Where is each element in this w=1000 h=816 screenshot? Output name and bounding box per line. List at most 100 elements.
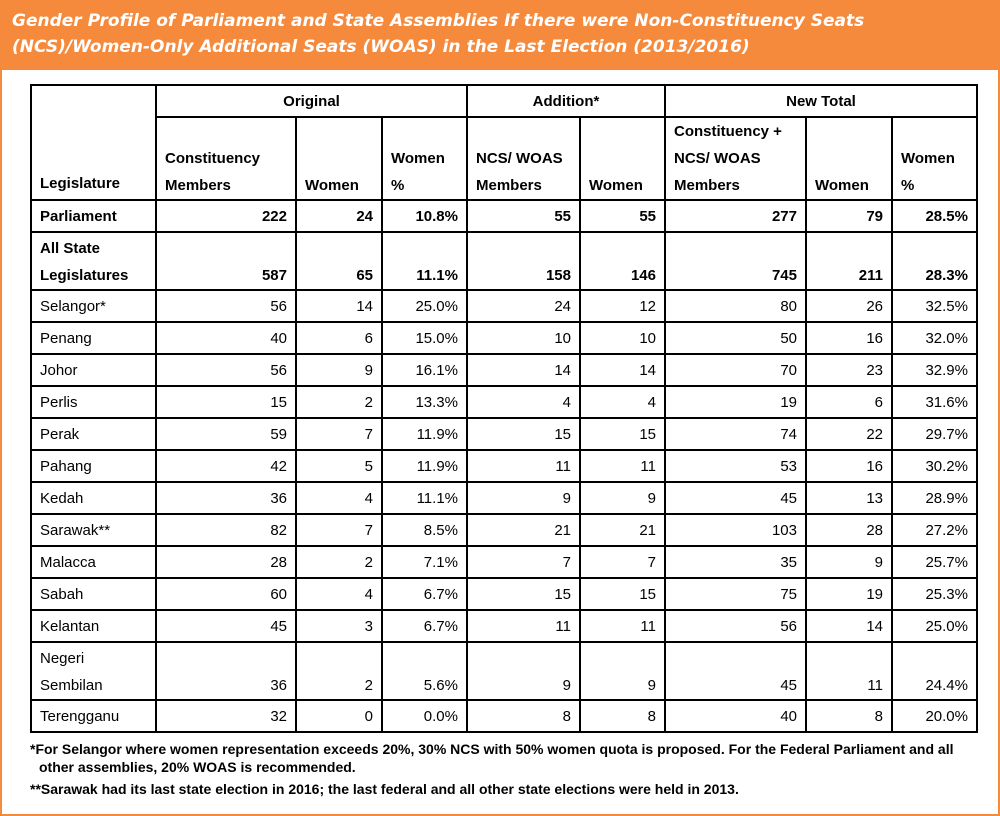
table-cell: 35 xyxy=(664,545,807,579)
table-cell: 82 xyxy=(155,513,297,547)
table-cell: 4 xyxy=(466,385,581,419)
table-cell: 28 xyxy=(155,545,297,579)
table-cell: 24.4% xyxy=(891,641,978,701)
table-cell: 11.1% xyxy=(381,481,468,515)
header-new-women: Women xyxy=(805,116,893,201)
table-row: Penang 40 6 15.0% 10 10 50 16 32.0% xyxy=(30,321,978,355)
table-cell: 19 xyxy=(664,385,807,419)
table-cell: 22 xyxy=(805,417,893,451)
table-cell: 11 xyxy=(466,449,581,483)
table-row: Kedah 36 4 11.1% 9 9 45 13 28.9% xyxy=(30,481,978,515)
table-cell: 8 xyxy=(579,699,666,733)
table-cell: 11.1% xyxy=(381,231,468,291)
table-row: Selangor* 56 14 25.0% 24 12 80 26 32.5% xyxy=(30,289,978,323)
table-cell: 42 xyxy=(155,449,297,483)
row-label: Sarawak** xyxy=(30,513,157,547)
table-cell: 32.5% xyxy=(891,289,978,323)
table-row: Negeri Sembilan 36 2 5.6% 9 9 45 11 24.4% xyxy=(30,641,978,701)
header-new-members: Constituency + NCS/ WOAS Members xyxy=(664,116,807,201)
table-cell: 0.0% xyxy=(381,699,468,733)
table-cell: 16.1% xyxy=(381,353,468,387)
table-cell: 14 xyxy=(805,609,893,643)
table-cell: 24 xyxy=(295,199,383,233)
row-label: Perlis xyxy=(30,385,157,419)
table-row: Perak 59 7 11.9% 15 15 74 22 29.7% xyxy=(30,417,978,451)
table-cell: 9 xyxy=(805,545,893,579)
table-cell: 6.7% xyxy=(381,609,468,643)
table-cell: 23 xyxy=(805,353,893,387)
table-cell: 16 xyxy=(805,449,893,483)
header-orig-members: Constituency Members xyxy=(155,116,297,201)
table-cell: 11 xyxy=(466,609,581,643)
table-cell: 9 xyxy=(466,481,581,515)
row-label: Pahang xyxy=(30,449,157,483)
table-cell: 14 xyxy=(579,353,666,387)
table-cell: 11.9% xyxy=(381,417,468,451)
row-label: Perak xyxy=(30,417,157,451)
header-add-members: NCS/ WOAS Members xyxy=(466,116,581,201)
table-cell: 0 xyxy=(295,699,383,733)
table-cell: 59 xyxy=(155,417,297,451)
table-cell: 158 xyxy=(466,231,581,291)
header-sub-row: Constituency Members Women Women % NCS/ … xyxy=(31,116,978,201)
table-cell: 103 xyxy=(664,513,807,547)
row-label: Malacca xyxy=(30,545,157,579)
table-cell: 20.0% xyxy=(891,699,978,733)
table-cell: 28 xyxy=(805,513,893,547)
table-cell: 15 xyxy=(579,577,666,611)
footnote-1: *For Selangor where women representation… xyxy=(30,741,954,775)
table-cell: 15 xyxy=(466,577,581,611)
table-cell: 21 xyxy=(466,513,581,547)
table-row: Terengganu 32 0 0.0% 8 8 40 8 20.0% xyxy=(30,699,978,733)
table-cell: 277 xyxy=(664,199,807,233)
table-cell: 2 xyxy=(295,545,383,579)
table-cell: 36 xyxy=(155,481,297,515)
table-cell: 28.3% xyxy=(891,231,978,291)
table-cell: 745 xyxy=(664,231,807,291)
table-cell: 13.3% xyxy=(381,385,468,419)
table-cell: 55 xyxy=(466,199,581,233)
row-label: Terengganu xyxy=(30,699,157,733)
table-cell: 222 xyxy=(155,199,297,233)
table-cell: 40 xyxy=(664,699,807,733)
header-legislature: Legislature xyxy=(30,84,157,201)
table-cell: 15 xyxy=(155,385,297,419)
header-add-women: Women xyxy=(579,116,666,201)
table-row: Perlis 15 2 13.3% 4 4 19 6 31.6% xyxy=(30,385,978,419)
table-cell: 28.5% xyxy=(891,199,978,233)
table-cell: 27.2% xyxy=(891,513,978,547)
table-cell: 53 xyxy=(664,449,807,483)
table-cell: 15.0% xyxy=(381,321,468,355)
table-cell: 9 xyxy=(579,641,666,701)
footnotes: *For Selangor where women representation… xyxy=(30,740,980,802)
table-cell: 11 xyxy=(579,609,666,643)
row-label: Johor xyxy=(30,353,157,387)
table-row: Parliament 222 24 10.8% 55 55 277 79 28.5% xyxy=(30,199,978,233)
table-cell: 40 xyxy=(155,321,297,355)
table-cell: 10 xyxy=(579,321,666,355)
table-cell: 2 xyxy=(295,641,383,701)
table-cell: 13 xyxy=(805,481,893,515)
table-cell: 55 xyxy=(579,199,666,233)
table-cell: 32 xyxy=(155,699,297,733)
table-cell: 8 xyxy=(805,699,893,733)
header-orig-women: Women xyxy=(295,116,383,201)
table-cell: 5.6% xyxy=(381,641,468,701)
table-cell: 6 xyxy=(805,385,893,419)
table-cell: 45 xyxy=(664,481,807,515)
table-cell: 4 xyxy=(579,385,666,419)
table-cell: 32.9% xyxy=(891,353,978,387)
row-label: Parliament xyxy=(30,199,157,233)
table-cell: 16 xyxy=(805,321,893,355)
table-row: Johor 56 9 16.1% 14 14 70 23 32.9% xyxy=(30,353,978,387)
table-cell: 11 xyxy=(805,641,893,701)
table-cell: 4 xyxy=(295,577,383,611)
table-cell: 56 xyxy=(155,353,297,387)
table-cell: 28.9% xyxy=(891,481,978,515)
table-cell: 25.7% xyxy=(891,545,978,579)
table-cell: 50 xyxy=(664,321,807,355)
table-cell: 75 xyxy=(664,577,807,611)
table-cell: 7 xyxy=(466,545,581,579)
table-cell: 56 xyxy=(155,289,297,323)
table-cell: 7 xyxy=(295,417,383,451)
